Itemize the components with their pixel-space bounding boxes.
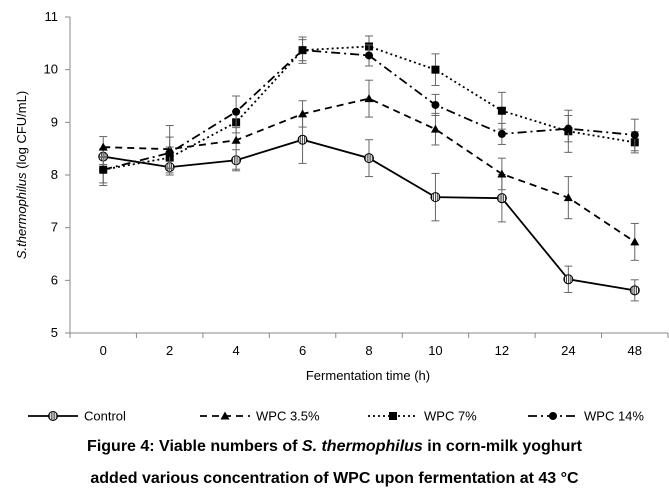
series-group [98, 35, 640, 302]
x-tick-label: 48 [628, 343, 642, 358]
data-point [165, 148, 174, 157]
legend: Control WPC 3.5% WPC 7% WPC 14% [28, 409, 644, 424]
data-point [630, 237, 640, 246]
data-point [298, 109, 308, 118]
legend-label: Control [84, 409, 126, 424]
y-ticks: 5 6 7 8 9 10 11 [44, 9, 70, 340]
data-point [497, 169, 507, 178]
x-tick-label: 12 [495, 343, 509, 358]
legend-item-wpc-3-5: WPC 3.5% [200, 409, 320, 424]
y-tick-label: 5 [51, 325, 58, 340]
figure-caption-line-1: Figure 4: Viable numbers of S. thermophi… [0, 438, 669, 456]
caption-prefix: Figure 4: Viable numbers of [87, 438, 302, 455]
data-point [365, 51, 373, 60]
caption-suffix: in corn-milk yoghurt [422, 438, 582, 455]
legend-label: WPC 7% [424, 409, 477, 424]
y-tick-label: 9 [51, 114, 58, 129]
y-tick-label: 10 [44, 62, 58, 77]
y-axis-label: S.thermophilus (log CFU/mL) [14, 91, 29, 259]
data-point [232, 107, 241, 116]
data-point [231, 135, 241, 144]
data-point [431, 100, 440, 109]
legend-label: WPC 14% [584, 409, 644, 424]
data-point [630, 130, 639, 139]
data-point [99, 165, 108, 174]
data-point [298, 46, 307, 55]
x-ticks: 0 2 4 6 8 10 12 24 48 [69, 333, 669, 358]
figure-caption-line-2: added various concentration of WPC upon … [90, 470, 579, 487]
x-axis-label: Fermentation time (h) [306, 368, 430, 383]
data-point [497, 106, 506, 115]
x-tick-label: 10 [428, 343, 442, 358]
legend-item-control: Control [28, 409, 126, 424]
x-tick-label: 4 [232, 343, 239, 358]
series-line [103, 97, 636, 243]
data-point [563, 193, 573, 202]
x-tick-label: 0 [100, 343, 107, 358]
x-tick-label: 8 [365, 343, 372, 358]
x-tick-label: 6 [299, 343, 306, 358]
data-point [98, 142, 108, 151]
x-tick-label: 24 [561, 343, 575, 358]
x-tick-label: 2 [166, 343, 173, 358]
y-tick-label: 7 [51, 220, 58, 235]
series-control [98, 115, 640, 302]
series-wpc-14 [99, 39, 639, 184]
legend-marker [389, 412, 397, 420]
legend-item-wpc-14: WPC 14% [528, 409, 644, 424]
y-tick-label: 8 [51, 167, 58, 182]
data-point [364, 94, 374, 103]
legend-label: WPC 3.5% [256, 409, 320, 424]
y-tick-label: 11 [45, 9, 59, 24]
legend-item-wpc-7: WPC 7% [368, 409, 477, 424]
data-point [497, 129, 506, 138]
y-tick-label: 6 [51, 272, 58, 287]
data-point [431, 65, 440, 74]
legend-marker [549, 412, 557, 420]
data-point [430, 124, 440, 133]
legend-marker [220, 411, 230, 420]
caption-species: S. thermophilus [301, 438, 423, 455]
data-point [564, 124, 573, 133]
